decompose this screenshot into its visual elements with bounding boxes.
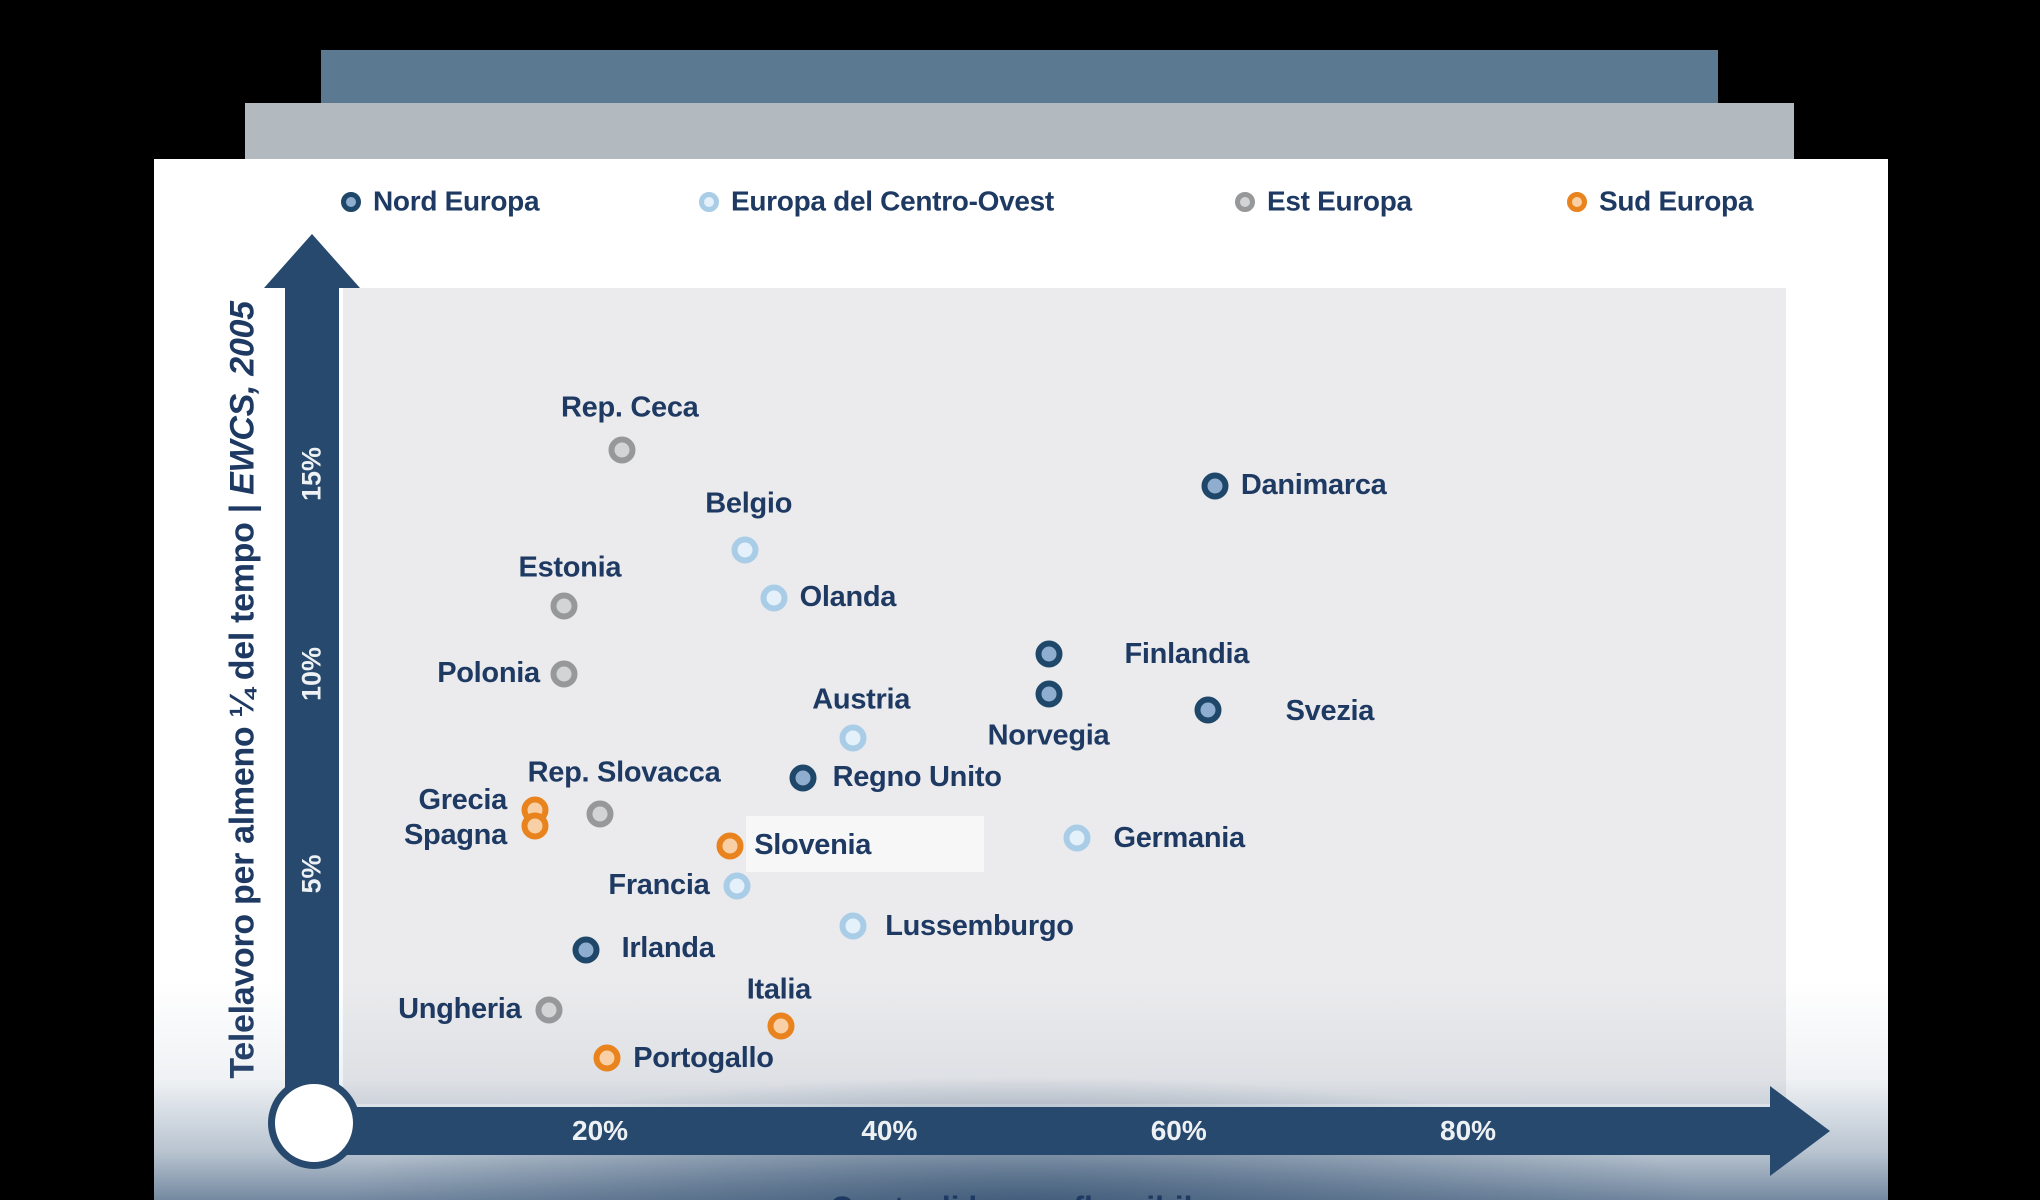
- x-axis-arrowhead-icon: [1770, 1086, 1830, 1176]
- point-estonia: [550, 592, 578, 620]
- axes-origin-circle: [268, 1077, 360, 1169]
- legend-label: Est Europa: [1267, 185, 1412, 217]
- label-francia: Francia: [608, 868, 710, 901]
- y-axis-title-separator: |: [223, 504, 262, 514]
- label-lussemburgo: Lussemburgo: [885, 909, 1074, 942]
- point-lussemburgo: [839, 912, 867, 940]
- label-grecia: Grecia: [418, 783, 507, 816]
- point-germania: [1063, 824, 1091, 852]
- label-ungheria: Ungheria: [398, 992, 522, 1025]
- point-svezia: [1194, 696, 1222, 724]
- label-finlandia: Finlandia: [1124, 637, 1250, 670]
- point-norvegia: [1035, 680, 1063, 708]
- label-estonia: Estonia: [518, 551, 622, 584]
- y-axis-source-text: EWCS, 2005: [223, 301, 262, 495]
- stacked-page-bar-dark: [321, 50, 1718, 105]
- legend-label: Nord Europa: [373, 185, 540, 217]
- point-spagna: [521, 812, 549, 840]
- sud-marker-icon: [1567, 192, 1587, 212]
- label-italia: Italia: [746, 973, 812, 1006]
- label-polonia: Polonia: [437, 656, 540, 689]
- label-germania: Germania: [1113, 821, 1245, 854]
- point-polonia: [550, 660, 578, 688]
- point-rep-slovacca: [586, 800, 614, 828]
- point-francia: [723, 872, 751, 900]
- label-rep-slovacca: Rep. Slovacca: [527, 756, 721, 789]
- nord-marker-icon: [341, 192, 361, 212]
- label-norvegia: Norvegia: [987, 719, 1110, 752]
- slovenia-label-highlight: [746, 816, 984, 872]
- stacked-page-bar-gray: [245, 103, 1794, 159]
- x-axis-bar: [316, 1107, 1772, 1155]
- label-belgio: Belgio: [705, 487, 793, 520]
- point-ungheria: [535, 996, 563, 1024]
- plot-area: [343, 288, 1786, 1104]
- point-italia: [767, 1012, 795, 1040]
- point-portogallo: [593, 1044, 621, 1072]
- est-marker-icon: [1235, 192, 1255, 212]
- y-axis-arrowhead-icon: [264, 234, 360, 288]
- label-danimarca: Danimarca: [1240, 468, 1387, 501]
- point-irlanda: [572, 936, 600, 964]
- point-olanda: [760, 584, 788, 612]
- label-olanda: Olanda: [799, 580, 897, 613]
- label-rep-ceca: Rep. Ceca: [560, 391, 699, 424]
- point-finlandia: [1035, 640, 1063, 668]
- label-austria: Austria: [812, 683, 911, 716]
- label-portogallo: Portogallo: [633, 1041, 774, 1074]
- label-regno-unito: Regno Unito: [832, 760, 1002, 793]
- y-axis-bar: [285, 282, 339, 1132]
- x-axis-title-partial: Quota di lavoro flessibile: [830, 1190, 1211, 1200]
- legend-label: Sud Europa: [1599, 185, 1754, 217]
- point-austria: [839, 724, 867, 752]
- centro-marker-icon: [699, 192, 719, 212]
- label-irlanda: Irlanda: [621, 931, 715, 964]
- point-rep-ceca: [608, 436, 636, 464]
- point-danimarca: [1201, 472, 1229, 500]
- label-spagna: Spagna: [403, 818, 507, 851]
- point-regno-unito: [789, 764, 817, 792]
- label-slovenia: Slovenia: [754, 828, 872, 861]
- legend-label: Europa del Centro-Ovest: [731, 185, 1054, 217]
- point-slovenia: [716, 832, 744, 860]
- point-belgio: [731, 536, 759, 564]
- label-svezia: Svezia: [1285, 694, 1375, 727]
